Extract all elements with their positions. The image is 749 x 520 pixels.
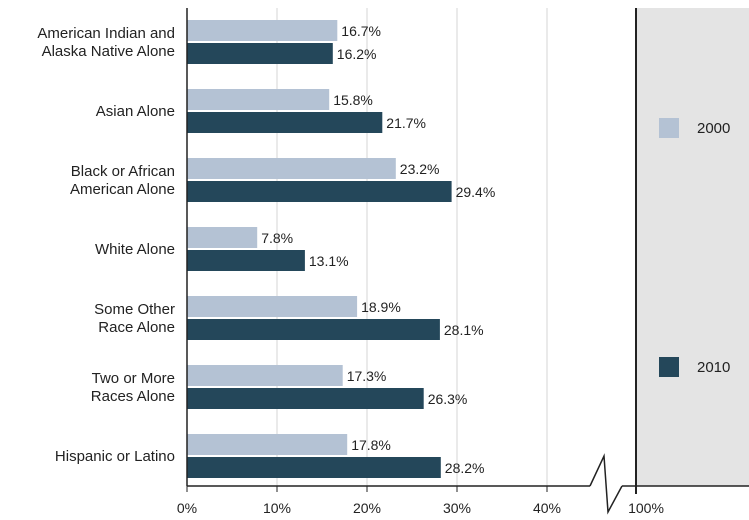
legend-swatch-2000 [659,118,679,138]
value-label-2010-4: 28.1% [444,322,484,338]
category-label-0-1: Alaska Native Alone [42,43,175,60]
value-label-2010-5: 26.3% [428,391,468,407]
axes-group: 0% 10% 20% 30% 40% 100% [177,8,749,516]
value-label-2000-6: 17.8% [351,437,391,453]
x-tick-label-2: 20% [353,500,381,516]
legend-swatch-2010 [659,357,679,377]
category-label-4-0: Some Other [94,301,175,318]
x-tick-label-4: 40% [533,500,561,516]
bars-group [187,20,452,478]
category-label-5-0: Two or More [92,370,175,387]
value-label-2010-0: 16.2% [337,46,377,62]
value-label-2000-0: 16.7% [341,23,381,39]
bar-2000-3 [187,227,258,248]
bar-2000-4 [187,296,358,317]
bar-2010-4 [187,319,440,340]
legend-label-2000: 2000 [697,120,730,137]
value-label-2010-6: 28.2% [445,460,485,476]
value-label-2000-2: 23.2% [400,161,440,177]
bar-2010-6 [187,457,441,478]
x-tick-label-max: 100% [628,500,664,516]
x-tick-label-3: 30% [443,500,471,516]
bar-2010-2 [187,181,452,202]
bar-2000-6 [187,434,348,455]
value-label-2010-1: 21.7% [386,115,426,131]
x-tick-label-1: 10% [263,500,291,516]
value-label-2010-3: 13.1% [309,253,349,269]
x-tick-label-0: 0% [177,500,197,516]
value-label-2000-1: 15.8% [333,92,373,108]
bar-2000-0 [187,20,338,41]
axis-break-mark [589,453,623,515]
category-label-2-0: Black or African [71,163,175,180]
value-label-2000-4: 18.9% [361,299,401,315]
value-labels-group: 16.7% 15.8% 23.2% 7.8% 18.9% 17.3% 17.8% 16.2% 2… [261,23,495,476]
value-label-2000-5: 17.3% [347,368,387,384]
value-label-2000-3: 7.8% [261,230,293,246]
legend-label-2010: 2010 [697,359,730,376]
legend-panel-background [636,8,749,486]
bar-2000-2 [187,158,396,179]
bar-2010-1 [187,112,383,133]
bar-2010-0 [187,43,333,64]
bar-2000-5 [187,365,343,386]
category-label-4-1: Race Alone [98,319,175,336]
bar-2010-3 [187,250,305,271]
gridlines [276,8,548,486]
category-label-2-1: American Alone [70,181,175,198]
category-label-1-0: Asian Alone [96,103,175,120]
legend: 2000 2010 [659,118,730,377]
bar-2010-5 [187,388,424,409]
category-label-6-0: Hispanic or Latino [55,448,175,465]
category-label-3-0: White Alone [95,241,175,258]
value-label-2010-2: 29.4% [456,184,496,200]
category-label-0-0: American Indian and [37,25,175,42]
category-label-5-1: Races Alone [91,388,175,405]
bar-2000-1 [187,89,330,110]
